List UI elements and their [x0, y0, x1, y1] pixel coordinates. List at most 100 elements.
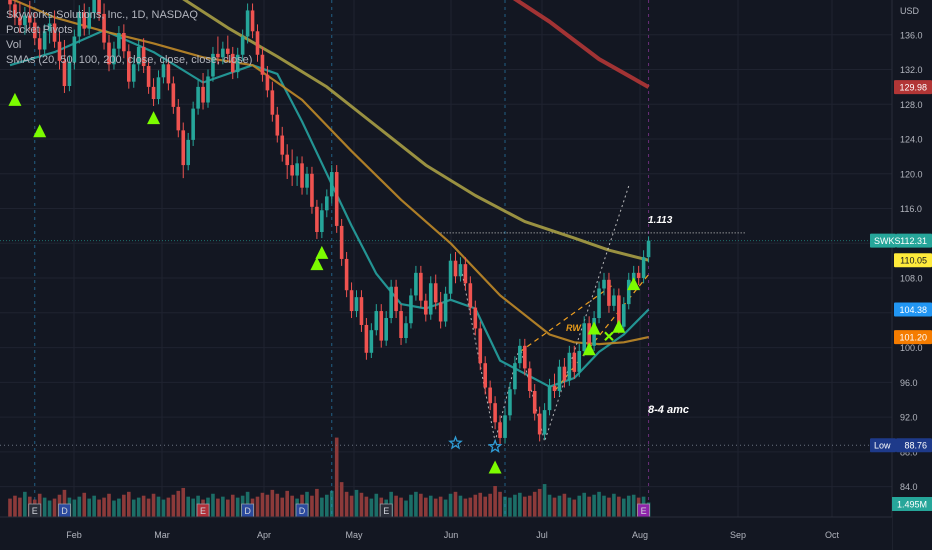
- candle-body: [295, 163, 299, 176]
- candle-body: [146, 66, 151, 87]
- volume-bar: [146, 498, 151, 517]
- time-tick-label: Sep: [730, 530, 746, 540]
- price-tick-label: 128.0: [900, 100, 923, 110]
- candle-body: [572, 352, 577, 372]
- candle-body: [344, 258, 349, 291]
- volume-bar: [394, 495, 398, 517]
- candle-body: [607, 279, 611, 306]
- candle-body: [527, 368, 532, 392]
- candle-body: [221, 48, 225, 58]
- candle-body: [448, 260, 453, 294]
- candle-body: [577, 351, 582, 372]
- candle-body: [112, 48, 116, 65]
- volume-bar: [216, 498, 220, 517]
- event-label: E: [32, 506, 38, 516]
- candle-body: [13, 4, 17, 18]
- price-tick-label: 92.0: [900, 413, 918, 423]
- candle-body: [636, 272, 641, 279]
- candle-body: [255, 31, 260, 55]
- candle-body: [37, 38, 42, 50]
- candle-body: [206, 76, 210, 103]
- volume-bar: [290, 495, 294, 517]
- volume-bar: [488, 493, 492, 517]
- volume-bar: [527, 495, 532, 517]
- volume-bar: [176, 490, 181, 517]
- volume-bar: [265, 494, 270, 517]
- candle-body: [508, 389, 512, 416]
- candle-body: [626, 279, 631, 305]
- volume-bar: [458, 495, 463, 517]
- candle-body: [438, 302, 443, 322]
- candle-body: [518, 345, 522, 364]
- price-label-value: 101.20: [899, 333, 927, 343]
- candle-body: [211, 53, 215, 77]
- volume-bar: [280, 497, 285, 517]
- volume-bar: [433, 498, 438, 517]
- volume-bar: [626, 495, 631, 517]
- price-label-box: [894, 302, 932, 317]
- candle-body: [394, 286, 398, 312]
- volume-bar: [513, 494, 517, 517]
- volume-bar: [52, 498, 57, 517]
- candle-body: [141, 46, 146, 67]
- volume-bar: [8, 498, 12, 517]
- candle-body: [320, 210, 324, 232]
- volume-bar: [374, 493, 379, 517]
- volume-bar: [597, 491, 601, 517]
- candle-body: [107, 42, 111, 65]
- event-label: D: [61, 506, 68, 516]
- volume-bar: [617, 496, 621, 517]
- price-tick-label: 100.0: [900, 343, 923, 353]
- event-label: E: [200, 506, 206, 516]
- volume-bar: [453, 491, 458, 517]
- volume-bar: [364, 496, 369, 517]
- candle-body: [226, 48, 230, 54]
- candle-body: [102, 13, 106, 43]
- candle-body: [463, 264, 468, 284]
- volume-bar: [77, 496, 82, 517]
- price-label-name: Low: [874, 441, 891, 451]
- volume-bar: [587, 496, 591, 517]
- candle-body: [245, 10, 250, 37]
- volume-bar: [428, 495, 433, 517]
- volume-bar: [82, 492, 87, 517]
- volume-bar: [448, 493, 453, 517]
- price-label-value-box: [896, 233, 932, 248]
- volume-bar: [47, 500, 52, 517]
- volume-bar: [255, 496, 260, 517]
- candle-body: [47, 23, 52, 32]
- candle-body: [250, 10, 255, 32]
- time-tick-label: Jun: [444, 530, 459, 540]
- candle-body: [552, 385, 557, 392]
- pocket-pivot-triangle: [33, 124, 47, 138]
- candle-body: [483, 363, 487, 388]
- candle-body: [349, 290, 354, 312]
- price-tick-label: 84.0: [900, 482, 918, 492]
- candle-body: [136, 46, 141, 65]
- candle-body: [567, 352, 572, 381]
- candle-body: [557, 366, 562, 392]
- time-tick-label: May: [345, 530, 363, 540]
- candle-body: [399, 311, 403, 339]
- volume-bar: [542, 484, 547, 517]
- time-tick-label: Mar: [154, 530, 170, 540]
- wedge-lower-line: [554, 274, 650, 392]
- price-label-box: [894, 80, 932, 95]
- volume-bar: [557, 495, 562, 517]
- candle-body: [414, 272, 418, 296]
- candle-body: [196, 86, 200, 109]
- price-label-value: 129.98: [899, 83, 927, 93]
- volume-bar: [607, 497, 611, 517]
- candle-body: [77, 12, 82, 37]
- candle-body: [582, 323, 586, 352]
- candle-body: [260, 54, 265, 75]
- volume-bar: [612, 493, 616, 517]
- candle-body: [8, 0, 12, 5]
- candle-body: [166, 64, 171, 84]
- volume-bar: [285, 490, 289, 517]
- time-tick-label: Apr: [257, 530, 271, 540]
- volume-bar: [468, 497, 473, 517]
- candle-body: [18, 17, 22, 26]
- candle-body: [631, 272, 636, 280]
